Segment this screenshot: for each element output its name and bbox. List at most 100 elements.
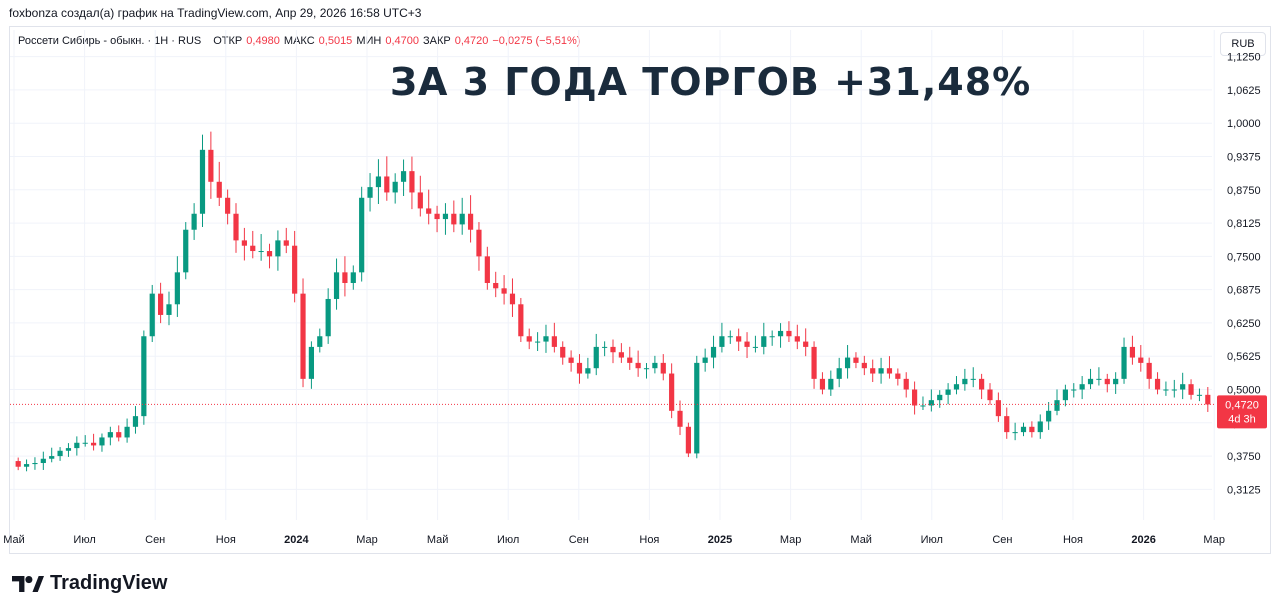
candle-body: [1104, 378, 1110, 385]
candle-body: [317, 336, 323, 347]
candle-body: [442, 213, 449, 220]
candle-body: [174, 272, 180, 305]
x-tick-label: Сен: [569, 534, 589, 546]
candle-body: [861, 362, 867, 369]
candle-body: [518, 304, 524, 337]
y-tick-label: 1,0625: [1227, 85, 1261, 97]
candle-body: [308, 346, 315, 379]
candle-body: [158, 293, 164, 315]
candle-body: [694, 362, 700, 454]
candle-body: [1113, 378, 1119, 385]
x-tick-label: 2024: [284, 534, 309, 546]
candle-body: [359, 197, 365, 273]
candle-body: [426, 208, 432, 214]
candle-body: [618, 352, 624, 358]
candle-body: [962, 378, 968, 385]
candle-body: [844, 357, 851, 369]
y-tick-label: 0,6875: [1227, 285, 1261, 297]
chart-frame: [9, 26, 1271, 554]
candle-body: [652, 362, 658, 369]
candle-body: [1205, 394, 1211, 405]
candle-body: [786, 330, 792, 337]
candle-body: [241, 240, 247, 246]
x-tick-label: Ноя: [1063, 534, 1083, 546]
legend-high-value: 0,5015: [318, 35, 353, 47]
candle-body: [677, 410, 683, 427]
x-tick-label: Июл: [73, 534, 95, 546]
candle-body: [141, 336, 147, 417]
candle-body: [1004, 416, 1010, 433]
candle-body: [710, 346, 717, 358]
candle-body: [1180, 384, 1186, 390]
y-tick-label: 0,9375: [1227, 151, 1261, 163]
candle-body: [275, 240, 281, 257]
candle-body: [610, 346, 616, 353]
candles: [15, 131, 1211, 472]
candle-body: [417, 192, 423, 209]
candle-body: [266, 251, 273, 257]
currency-button[interactable]: RUB: [1220, 32, 1266, 56]
legend-high-label: МАКС: [283, 35, 315, 47]
candle-body: [124, 426, 130, 438]
candle-body: [526, 336, 532, 342]
candle-body: [292, 245, 298, 294]
legend-open-label: ОТКР: [213, 35, 243, 47]
candle-body: [953, 384, 960, 390]
time-axis: Май Июл Сен Ноя 2024 Мар Май Июл Сен Ноя 2025 Мар Ма…: [3, 534, 1225, 546]
candle-body: [1029, 426, 1035, 433]
candle-body: [32, 463, 38, 465]
legend-change: −0,0275 (−5,51%): [492, 35, 581, 47]
x-tick-label: Май: [3, 534, 25, 546]
candle-body: [476, 229, 482, 257]
x-tick-label: Мар: [780, 534, 802, 546]
tradingview-logo[interactable]: TradingView: [12, 572, 167, 595]
chart-caption: foxbonza создал(а) график на TradingView…: [9, 6, 422, 20]
candle-body: [853, 357, 859, 363]
price-axis: 1,1250 1,0625 1,0000 0,9375 0,8750 0,8125 0,75…: [1227, 52, 1261, 497]
candle-body: [761, 336, 767, 347]
chart-headline: ЗА 3 ГОДА ТОРГОВ +31,48%: [390, 60, 1032, 104]
candle-body: [1096, 378, 1102, 380]
candle-body: [895, 373, 901, 379]
last-price-marker: 0,4720 4d 3h: [10, 395, 1267, 429]
candle-body: [1171, 389, 1177, 391]
candle-body: [1188, 384, 1194, 395]
y-tick-label: 0,5000: [1227, 385, 1261, 397]
candle-body: [945, 389, 951, 395]
candle-body: [225, 197, 231, 214]
candle-body: [576, 362, 583, 374]
candle-body: [233, 213, 239, 241]
candle-body: [1138, 357, 1144, 363]
candle-body: [300, 293, 306, 379]
candle-body: [116, 432, 122, 438]
legend-low-value: 0,4700: [385, 35, 419, 47]
candle-body: [400, 171, 407, 182]
candle-body: [1196, 394, 1203, 396]
candle-body: [736, 336, 742, 342]
candle-body: [995, 400, 1001, 417]
candle-body: [467, 213, 474, 230]
y-tick-label: 0,7500: [1227, 251, 1261, 263]
last-price-value: 0,4720: [1225, 399, 1259, 411]
legend-open-value: 0,4980: [246, 35, 280, 47]
candle-body: [593, 346, 599, 369]
candle-body: [911, 389, 918, 406]
candle-body: [375, 176, 382, 188]
candle-body: [1012, 432, 1018, 434]
candle-body: [836, 368, 842, 379]
candle-body: [132, 416, 139, 427]
candle-body: [434, 213, 440, 220]
candle-body: [920, 405, 926, 407]
candle-body: [878, 368, 884, 374]
candle-body: [1154, 378, 1161, 390]
candle-body: [979, 378, 985, 390]
x-tick-label: Июл: [497, 534, 519, 546]
candle-body: [669, 373, 675, 411]
y-tick-label: 1,0000: [1227, 118, 1261, 130]
candle-body: [49, 456, 55, 459]
candle-body: [65, 448, 72, 451]
candle-body: [216, 181, 222, 198]
candle-body: [560, 346, 566, 358]
x-tick-label: Ноя: [639, 534, 659, 546]
